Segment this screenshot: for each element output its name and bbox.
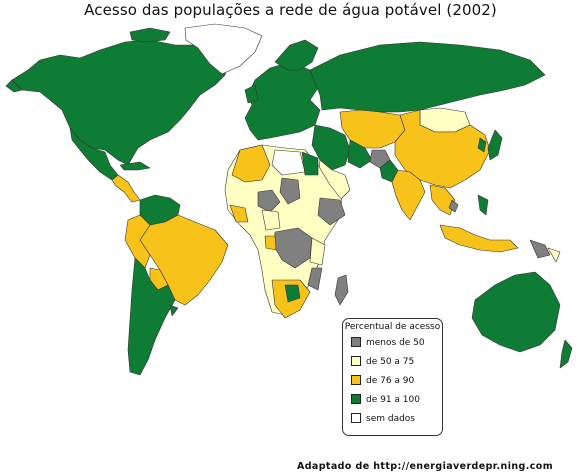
- brazil-region: [139, 214, 229, 306]
- madagascar: [334, 274, 349, 306]
- north-africa-west: [231, 144, 271, 183]
- china: [394, 109, 491, 189]
- canada-islands: [129, 27, 171, 43]
- alaska: [5, 79, 23, 93]
- swatch-light-yellow: [351, 355, 361, 366]
- legend-item-below-50: menos de 50: [351, 336, 425, 349]
- iran: [347, 139, 373, 169]
- india: [391, 169, 426, 221]
- greenland: [184, 23, 263, 75]
- indonesia: [439, 224, 519, 253]
- egypt: [301, 151, 319, 176]
- swatch-green: [351, 393, 361, 404]
- mozambique: [307, 267, 323, 291]
- map-legend: Percentual de acesso menos de 50 de 50 a…: [342, 318, 443, 436]
- legend-item-no-data: sem dados: [351, 412, 415, 425]
- peru-bolivia: [124, 214, 151, 269]
- russia: [309, 41, 546, 113]
- gabon: [264, 235, 277, 251]
- scandinavia: [274, 39, 319, 71]
- middle-east: [311, 124, 351, 171]
- png: [547, 247, 561, 263]
- japan: [487, 129, 503, 161]
- legend-item-91-100: de 91 a 100: [351, 393, 420, 406]
- caribbean: [119, 161, 151, 171]
- botswana: [284, 284, 301, 303]
- legend-title: Percentual de acesso: [344, 322, 441, 332]
- new-zealand: [559, 339, 573, 369]
- source-credit: Adaptado de http://energiaverdepr.ning.c…: [296, 461, 553, 472]
- ethiopia: [317, 197, 346, 226]
- uruguay: [169, 304, 179, 317]
- map-title: Acesso das populações a rede de água pot…: [84, 1, 497, 19]
- north-america: [11, 39, 229, 166]
- philippines: [477, 194, 489, 216]
- chad: [279, 177, 301, 205]
- world-map: [5, 23, 573, 376]
- argentina-chile: [127, 257, 176, 376]
- swatch-gray: [351, 336, 361, 347]
- swatch-white: [351, 412, 361, 423]
- europe: [244, 61, 321, 141]
- australia: [471, 271, 561, 353]
- legend-item-50-75: de 50 a 75: [351, 355, 414, 368]
- tanzania: [309, 237, 326, 266]
- central-america: [111, 174, 141, 203]
- se-asia: [429, 184, 456, 216]
- cambodia: [448, 199, 459, 213]
- uk: [244, 84, 259, 104]
- legend-item-76-90: de 76 a 90: [351, 374, 414, 387]
- korea: [477, 137, 487, 153]
- libya: [271, 149, 306, 176]
- west-africa-yellow: [229, 204, 249, 223]
- nigeria: [261, 209, 281, 231]
- sahel-gray: [257, 189, 281, 213]
- swatch-yellow: [351, 374, 361, 385]
- papua: [529, 239, 551, 259]
